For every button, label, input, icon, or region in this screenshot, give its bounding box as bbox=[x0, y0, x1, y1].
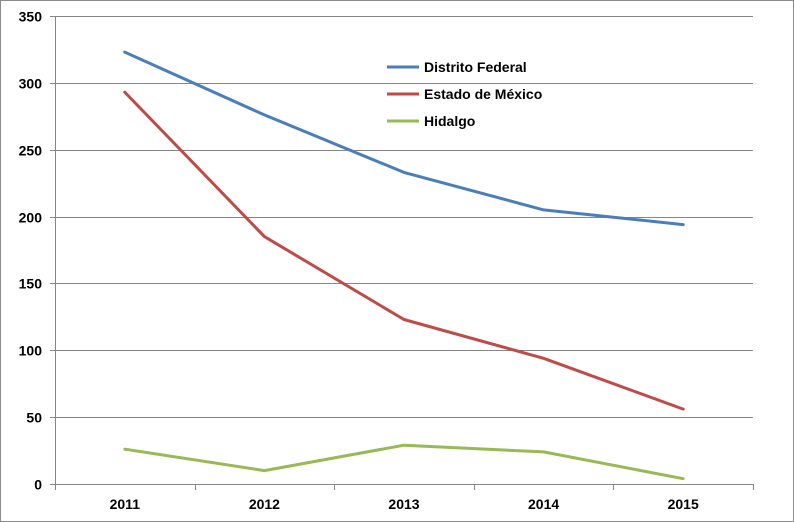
y-tick-label: 300 bbox=[19, 76, 43, 92]
legend: Distrito Federal Estado de México Hidalgo bbox=[387, 59, 542, 129]
legend-label-estado-de-mexico: Estado de México bbox=[424, 86, 542, 102]
y-axis-tick-labels: 0 50 100 150 200 250 300 350 bbox=[19, 9, 43, 493]
axes bbox=[50, 16, 754, 490]
series-line-estado-de-mexico bbox=[123, 90, 685, 411]
series-line-distrito-federal bbox=[123, 50, 685, 227]
x-tick-label-2011: 2011 bbox=[110, 496, 141, 512]
y-tick-label: 0 bbox=[34, 477, 42, 493]
x-tick-label-2014: 2014 bbox=[528, 496, 559, 512]
x-axis-tick-labels: 2011 2012 2013 2014 2015 bbox=[110, 496, 699, 512]
y-tick-label: 250 bbox=[19, 143, 43, 159]
series-lines bbox=[123, 50, 685, 481]
legend-label-hidalgo: Hidalgo bbox=[424, 113, 475, 129]
gridlines bbox=[55, 16, 753, 418]
y-tick-label: 350 bbox=[19, 9, 43, 25]
y-tick-label: 200 bbox=[19, 210, 43, 226]
y-tick-label: 50 bbox=[26, 410, 42, 426]
y-tick-label: 150 bbox=[19, 276, 43, 292]
legend-label-distrito-federal: Distrito Federal bbox=[424, 59, 527, 75]
x-tick-label-2015: 2015 bbox=[668, 496, 699, 512]
y-tick-label: 100 bbox=[19, 343, 43, 359]
x-tick-label-2012: 2012 bbox=[249, 496, 280, 512]
series-line-hidalgo bbox=[123, 443, 685, 481]
x-tick-label-2013: 2013 bbox=[388, 496, 419, 512]
